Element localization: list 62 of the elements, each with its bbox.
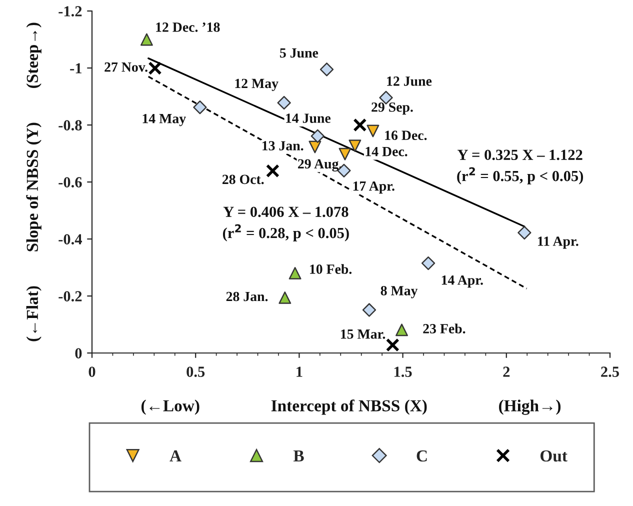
legend-label: Out <box>540 450 568 462</box>
point <box>278 291 292 304</box>
point <box>353 118 367 132</box>
annotation: 14 Apr. <box>442 275 483 288</box>
y-tick-label: -0.6 <box>58 177 82 188</box>
point <box>348 140 362 152</box>
annotation: 10 Feb. <box>310 264 352 274</box>
annotation: 23 Feb. <box>423 324 466 334</box>
annotation: 29 Sep. <box>372 102 413 115</box>
annotation: 14 Dec. <box>366 146 408 156</box>
annotation: 8 May <box>380 286 418 298</box>
point <box>308 140 322 154</box>
annotation: 11 Apr. <box>538 236 578 249</box>
annotation: 17 Apr. <box>353 181 394 194</box>
y-axis-title: (←Flat) Slope of NBSS (Y) (Steep→) <box>26 22 42 342</box>
annotation: 28 Jan. <box>226 292 268 302</box>
annotation: Y = 0.406 X – 1.078 (r$^{2}$ = 0.28, p < 0.05) <box>222 206 349 242</box>
point <box>140 33 153 46</box>
legend-label: A <box>170 450 182 462</box>
annotation: 28 Oct. <box>222 174 264 184</box>
y-tick-label: 0 <box>75 348 82 358</box>
point <box>366 124 380 138</box>
annotation: 12 May <box>235 78 278 92</box>
y-tick-label: -1 <box>70 63 82 74</box>
annotation: 27 Nov. <box>104 62 148 72</box>
x-tick-label: 1 <box>296 366 302 377</box>
legend-label: B <box>293 450 304 462</box>
annotation: 14 May <box>142 114 186 126</box>
annotation: 12 June <box>387 76 432 86</box>
point <box>379 90 393 104</box>
x-axis-title: (←Low) Intercept of NBSS (X) (High→) <box>141 399 561 415</box>
point <box>421 256 436 270</box>
x-tick-label: 0 <box>88 366 96 377</box>
point <box>288 266 302 280</box>
x-tick-label: 2 <box>503 366 510 377</box>
legend-label: C <box>416 450 427 462</box>
annotation: 29 Aug. <box>298 159 342 172</box>
x-tick-label: 0.5 <box>186 366 205 378</box>
annotation: 12 Dec. ’18 <box>156 22 220 32</box>
point <box>362 303 376 317</box>
x-tick-label: 2.5 <box>601 366 619 378</box>
point <box>266 164 280 178</box>
y-tick-label: -0.8 <box>58 120 82 131</box>
point <box>277 96 291 110</box>
annotation: Y = 0.325 X – 1.122 (r$^{2}$ = 0.55, p < 0.05) <box>457 150 584 184</box>
y-tick-label: -1.2 <box>58 6 82 17</box>
point <box>310 129 324 143</box>
annotation: 5 June <box>280 48 318 58</box>
y-tick-label: -0.2 <box>58 291 82 302</box>
annotation: 16 Dec. <box>385 130 427 140</box>
point <box>320 62 334 76</box>
annotation: 15 Mar. <box>341 329 386 339</box>
point <box>338 148 352 160</box>
x-tick-label: 1.5 <box>394 366 412 378</box>
point <box>386 338 400 352</box>
annotation: 14 June <box>286 114 331 123</box>
point <box>518 226 532 240</box>
y-tick-label: -0.4 <box>58 234 82 245</box>
point <box>148 62 162 76</box>
point <box>396 324 408 336</box>
annotation: 13 Jan. <box>262 141 304 150</box>
point <box>193 100 207 114</box>
